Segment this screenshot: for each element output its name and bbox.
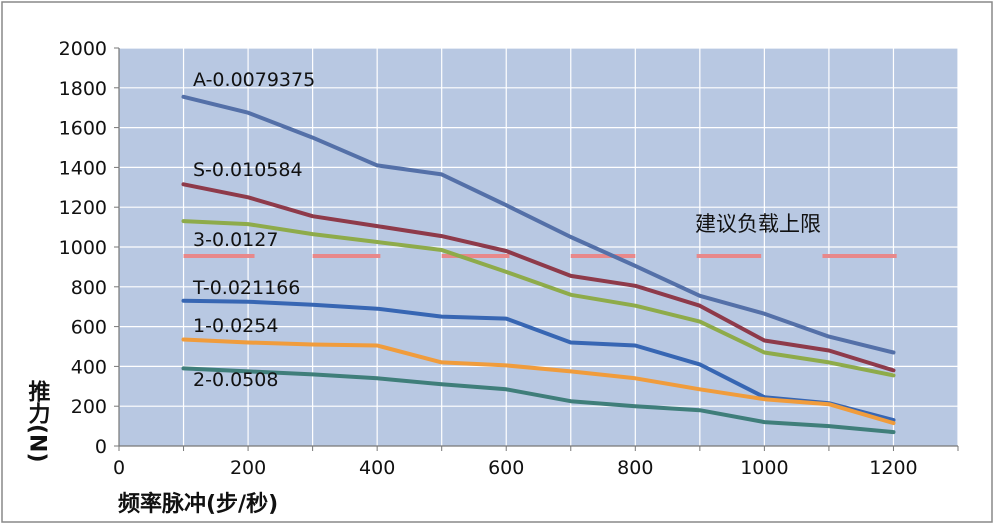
- series-line-A-0.0079375: [181, 94, 896, 355]
- y-tick-label: 1600: [59, 118, 107, 140]
- series-label: T-0.021166: [192, 277, 300, 299]
- x-tick-label: 800: [617, 457, 653, 479]
- x-tick-label: 400: [359, 457, 395, 479]
- x-tick-label: 1000: [740, 457, 788, 479]
- x-tick-label: 600: [488, 457, 524, 479]
- y-tick-label: 1400: [59, 157, 107, 179]
- y-tick-label: 1200: [59, 197, 107, 219]
- y-tick-label: 0: [95, 436, 107, 458]
- series-label: 2-0.0508: [193, 369, 278, 391]
- y-tick-label: 600: [71, 317, 107, 339]
- series-labels: A-0.0079375 S-0.010584 3-0.0127 T-0.021166 1…: [192, 69, 315, 391]
- series-label: A-0.0079375: [193, 69, 315, 91]
- series-label: 3-0.0127: [193, 229, 278, 251]
- y-axis-label: 推力(N): [25, 380, 51, 463]
- y-tick-label: 1000: [59, 237, 107, 259]
- x-axis-label: 频率脉冲(步/秒): [118, 491, 278, 517]
- y-tick-label: 1800: [59, 78, 107, 100]
- series-line-S-0.010584: [181, 182, 896, 373]
- y-tick-label: 800: [71, 277, 107, 299]
- grid: [119, 47, 959, 446]
- x-tick-label: 1200: [869, 457, 917, 479]
- series-line-3-0.0127: [181, 219, 896, 378]
- series-label: 1-0.0254: [193, 315, 278, 337]
- series-label: S-0.010584: [193, 159, 303, 181]
- series-group: [181, 94, 896, 435]
- axes: 0 200 400 600 800 1000 1200 1400 1600 1800 2000 0 20…: [59, 38, 959, 479]
- reference-line-label: 建议负载上限: [695, 212, 821, 236]
- x-tick-label: 200: [230, 457, 266, 479]
- y-tick-label: 400: [71, 356, 107, 378]
- y-tick-label: 2000: [59, 38, 107, 60]
- series-line-1-0.0254: [181, 337, 896, 426]
- x-tick-label: 0: [113, 457, 125, 479]
- series-line-2-0.0508: [181, 366, 896, 435]
- y-tick-label: 200: [71, 396, 107, 418]
